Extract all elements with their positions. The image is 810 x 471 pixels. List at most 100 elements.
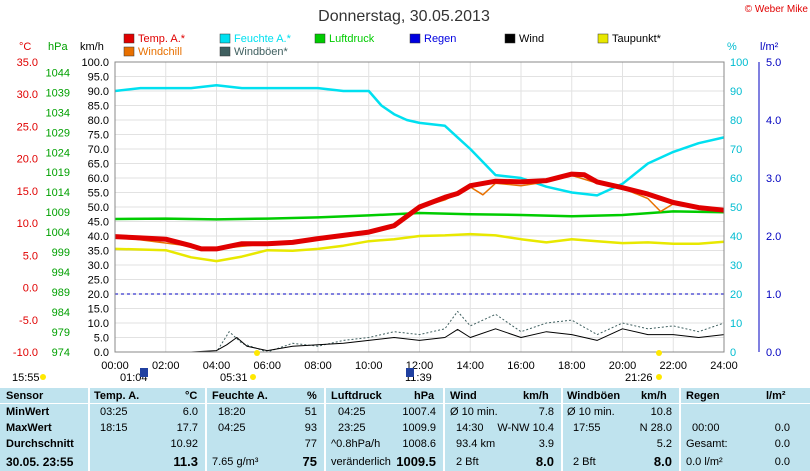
pressure-tick-label: 1029	[46, 127, 70, 139]
wind-tick-label: 0.0	[94, 347, 109, 359]
rain-tick-label: 1.0	[766, 289, 781, 301]
temp-tick-label: 30.0	[17, 89, 38, 101]
humidity-unit-label: %	[727, 41, 737, 53]
luftdruck-trend: ^0.8hPa/h	[331, 438, 381, 450]
stats-header-luftdruck-unit: hPa	[414, 390, 435, 402]
statistics-panel: Sensor Temp. A. °C Feuchte A. % Luftdruc…	[0, 388, 810, 471]
series-group	[114, 83, 725, 353]
rain-tick-label: 0.0	[766, 347, 781, 359]
wind-avg10-label: Ø 10 min.	[450, 406, 498, 418]
sun-marks: 15:55 01:04 05:31 11:39 21:26	[12, 350, 662, 384]
stats-col-sep	[324, 388, 326, 471]
luftdruck-min-value: 1007.4	[402, 406, 436, 418]
temp-tick-label: -5.0	[19, 315, 38, 327]
pressure-tick-label: 979	[52, 327, 70, 339]
pressure-tick-label: 1009	[46, 207, 70, 219]
sun-icon	[656, 374, 662, 380]
sun-time-label: 21:26	[625, 372, 653, 384]
legend-label: Temp. A.*	[138, 33, 186, 45]
legend-label: Regen	[424, 33, 456, 45]
sun-icon	[250, 374, 256, 380]
rain-tick-label: 3.0	[766, 173, 781, 185]
sun-icon	[656, 350, 662, 356]
series-wind-line	[115, 328, 725, 353]
temp-unit-label: °C	[19, 41, 31, 53]
time-tick-label: 02:00	[152, 360, 180, 372]
wind-tick-label: 75.0	[88, 130, 109, 142]
feuchte-now: 75	[302, 454, 317, 469]
temp-tick-label: 10.0	[17, 218, 38, 230]
feuchte-avg: 77	[304, 438, 317, 450]
wind-distance: 93.4 km	[456, 438, 496, 450]
pressure-tick-label: 999	[52, 247, 70, 259]
legend: Temp. A.* Feuchte A.* Luftdruck Regen Wind Ta…	[123, 33, 662, 58]
series-taupunkt-line	[114, 232, 725, 263]
luftdruck-max-time: 23:25	[338, 422, 366, 434]
legend-swatch	[123, 33, 135, 44]
humidity-tick-label: 70	[730, 144, 742, 156]
legend-swatch	[409, 33, 421, 44]
pressure-tick-label: 974	[52, 347, 70, 359]
humidity-tick-label: 0	[730, 347, 736, 359]
wind-tick-label: 45.0	[88, 217, 109, 229]
temp-tick-label: 0.0	[23, 283, 38, 295]
moon-icon	[140, 368, 148, 377]
wind-tick-label: 95.0	[88, 72, 109, 84]
humidity-tick-label: 90	[730, 86, 742, 98]
feuchte-max-value: 93	[304, 422, 317, 434]
wind-tick-label: 15.0	[88, 304, 109, 316]
temp-avg: 10.92	[170, 438, 198, 450]
legend-swatch	[597, 33, 609, 44]
time-tick-label: 14:00	[456, 360, 484, 372]
temp-tick-label: 35.0	[17, 57, 38, 69]
wind-tick-label: 25.0	[88, 275, 109, 287]
humidity-tick-label: 80	[730, 115, 742, 127]
feuchte-min-value: 51	[304, 406, 317, 418]
stats-col-sep	[205, 388, 207, 471]
regen-total-label: Gesamt:	[686, 438, 728, 450]
stats-header-temp: Temp. A.	[94, 390, 140, 402]
windboeen-max-dir: N 28.0	[639, 422, 672, 434]
row-label-now: 30.05. 23:55	[6, 455, 74, 469]
temp-now: 11.3	[173, 454, 198, 469]
regen-total: 0.0	[774, 438, 790, 450]
wind-tick-label: 40.0	[88, 231, 109, 243]
regen-now: 0.0	[774, 456, 790, 468]
sun-time-label: 15:55	[12, 372, 40, 384]
stats-col-sep	[88, 388, 90, 471]
row-label-max: MaxWert	[6, 422, 52, 434]
humidity-tick-label: 30	[730, 260, 742, 272]
wind-tick-label: 55.0	[88, 188, 109, 200]
time-tick-label: 10:00	[355, 360, 383, 372]
stats-header-temp-unit: °C	[185, 390, 198, 402]
pressure-tick-label: 1019	[46, 167, 70, 179]
pressure-tick-label: 1024	[46, 147, 70, 159]
wind-tick-label: 90.0	[88, 86, 109, 98]
feuchte-max-time: 04:25	[218, 422, 246, 434]
legend-label: Windchill	[138, 46, 182, 58]
row-label-avg: Durchschnitt	[6, 438, 74, 450]
pressure-unit-label: hPa	[48, 41, 68, 53]
moon-icon	[406, 368, 414, 377]
windboeen-avg10-value: 10.8	[650, 406, 672, 418]
pressure-tick-label: 1014	[46, 187, 70, 199]
temp-tick-label: 20.0	[17, 154, 38, 166]
feuchte-min-time: 18:20	[218, 406, 246, 418]
temp-max-value: 17.7	[176, 422, 198, 434]
humidity-tick-label: 60	[730, 173, 742, 185]
plot-frame	[114, 61, 725, 353]
stats-header-regen: Regen	[686, 390, 720, 402]
wind-now: 8.0	[535, 454, 554, 469]
legend-swatch	[123, 46, 135, 57]
wind-tick-label: 60.0	[88, 173, 109, 185]
time-tick-label: 04:00	[203, 360, 231, 372]
regen-max-time: 00:00	[692, 422, 720, 434]
luftdruck-min-time: 04:25	[338, 406, 366, 418]
series-tempa-line	[114, 171, 725, 252]
regen-rate: 0.0 l/m²	[686, 456, 723, 468]
sun-icon	[254, 350, 260, 356]
legend-label: Taupunkt*	[612, 33, 662, 45]
wind-avg: 3.9	[538, 438, 554, 450]
time-tick-label: 08:00	[304, 360, 332, 372]
windboeen-avg: 5.2	[656, 438, 672, 450]
